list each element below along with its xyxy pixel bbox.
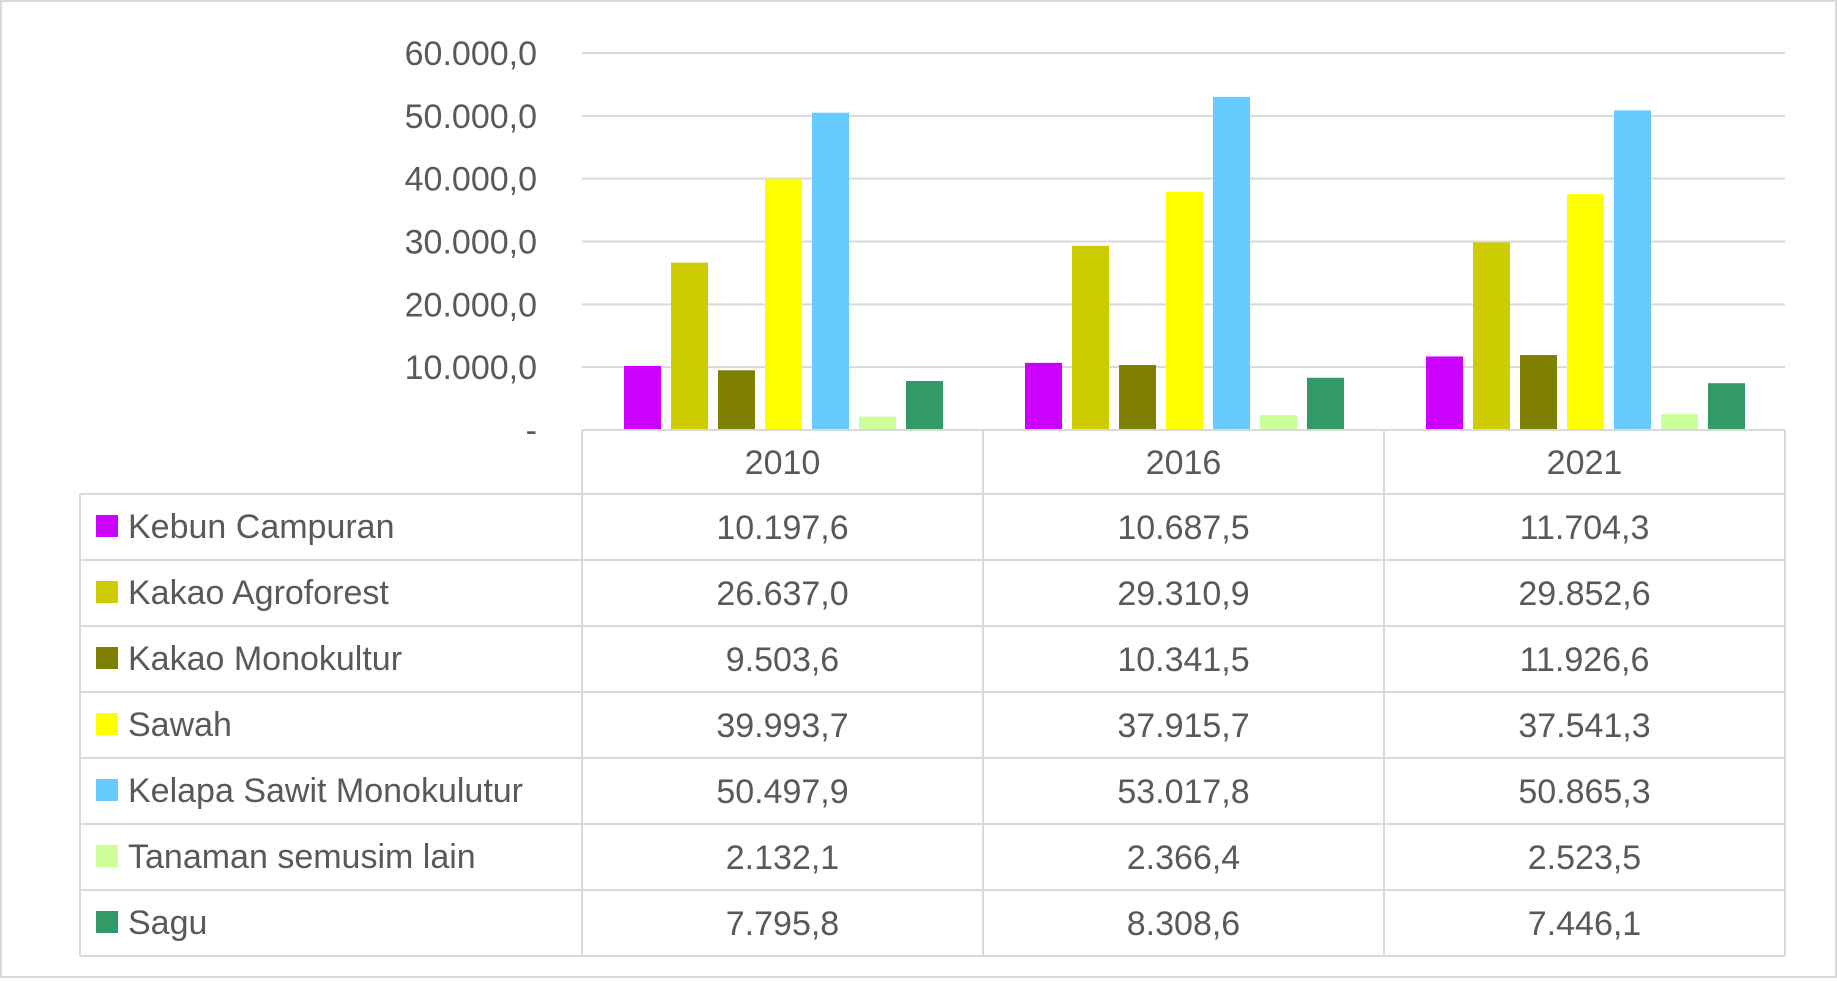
bar — [1661, 414, 1698, 430]
bar — [812, 112, 849, 430]
data-label: 2.366,4 — [1127, 839, 1240, 877]
y-tick-label: 60.000,0 — [405, 35, 537, 73]
bar — [1025, 362, 1062, 430]
y-tick-label: 50.000,0 — [405, 98, 537, 136]
bars — [624, 96, 1745, 430]
bar — [718, 370, 755, 430]
legend-label: Kelapa Sawit Monokulutur — [128, 772, 523, 810]
bar — [765, 178, 802, 430]
bar — [671, 262, 708, 430]
data-label: 29.310,9 — [1117, 575, 1249, 613]
y-axis-tick-labels: - 10.000,0 20.000,0 30.000,0 40.000,0 50.000,… — [405, 35, 537, 450]
bar — [1567, 194, 1604, 430]
data-label: 10.341,5 — [1117, 641, 1249, 679]
y-tick-label: 10.000,0 — [405, 349, 537, 387]
legend-label: Sawah — [128, 706, 232, 744]
bar — [859, 416, 896, 430]
data-label: 2.523,5 — [1528, 839, 1641, 877]
data-label: 50.497,9 — [716, 773, 848, 811]
bar — [1614, 110, 1651, 430]
y-tick-label: 20.000,0 — [405, 286, 537, 324]
legend-key — [96, 515, 118, 537]
y-tick-label: - — [526, 412, 537, 450]
data-label: 50.865,3 — [1518, 773, 1650, 811]
data-label: 2.132,1 — [726, 839, 839, 877]
legend-label: Tanaman semusim lain — [128, 838, 476, 876]
bar — [1307, 377, 1344, 430]
data-label: 29.852,6 — [1518, 575, 1650, 613]
data-label: 37.915,7 — [1117, 707, 1249, 745]
bar — [1166, 191, 1203, 430]
legend-label: Sagu — [128, 904, 207, 942]
bar — [624, 365, 661, 430]
bar — [1260, 415, 1297, 430]
bar — [906, 381, 943, 430]
bar — [1473, 242, 1510, 430]
legend-label: Kakao Monokultur — [128, 640, 402, 678]
data-label: 53.017,8 — [1117, 773, 1249, 811]
data-label: 7.446,1 — [1528, 905, 1641, 943]
data-table: 2010 2016 2021 Kebun Campuran 10.197,6 10.687… — [79, 429, 1786, 957]
y-tick-label: 40.000,0 — [405, 161, 537, 199]
legend-key — [96, 911, 118, 933]
legend-key — [96, 845, 118, 867]
data-label: 10.687,5 — [1117, 509, 1249, 547]
data-label: 7.795,8 — [726, 905, 839, 943]
bar — [1119, 365, 1156, 430]
legend-key — [96, 779, 118, 801]
legend-label: Kebun Campuran — [128, 508, 395, 546]
bar — [1708, 383, 1745, 430]
category-label: 2010 — [745, 444, 821, 482]
bar — [1520, 355, 1557, 430]
data-label: 11.704,3 — [1520, 509, 1650, 547]
category-label: 2016 — [1146, 444, 1222, 482]
data-label: 39.993,7 — [716, 707, 848, 745]
category-label: 2021 — [1547, 444, 1623, 482]
data-label: 10.197,6 — [716, 509, 848, 547]
data-label: 37.541,3 — [1518, 707, 1650, 745]
legend-key — [96, 647, 118, 669]
y-tick-label: 30.000,0 — [405, 224, 537, 262]
bar — [1213, 96, 1250, 430]
data-label: 8.308,6 — [1127, 905, 1240, 943]
data-label: 11.926,6 — [1520, 641, 1650, 679]
data-label: 9.503,6 — [726, 641, 839, 679]
bar — [1426, 356, 1463, 430]
legend-key — [96, 581, 118, 603]
data-label: 26.637,0 — [716, 575, 848, 613]
legend-key — [96, 713, 118, 735]
legend-label: Kakao Agroforest — [128, 574, 389, 612]
bar — [1072, 245, 1109, 430]
